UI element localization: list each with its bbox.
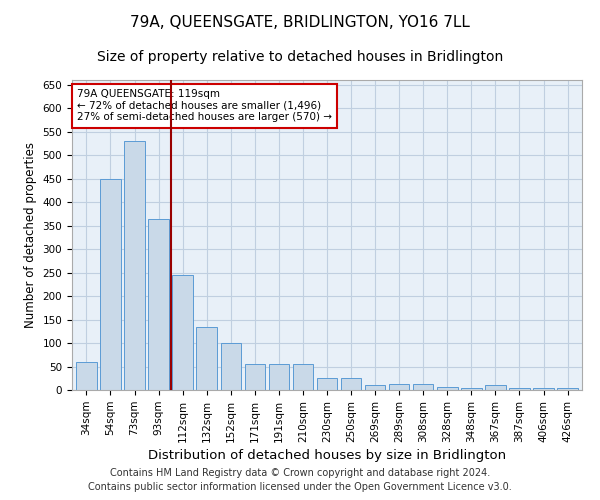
X-axis label: Distribution of detached houses by size in Bridlington: Distribution of detached houses by size …: [148, 449, 506, 462]
Text: 79A, QUEENSGATE, BRIDLINGTON, YO16 7LL: 79A, QUEENSGATE, BRIDLINGTON, YO16 7LL: [130, 15, 470, 30]
Bar: [437, 387, 458, 390]
Text: 79A QUEENSGATE: 119sqm
← 72% of detached houses are smaller (1,496)
27% of semi-: 79A QUEENSGATE: 119sqm ← 72% of detached…: [77, 90, 332, 122]
Bar: [269, 364, 289, 390]
Bar: [365, 386, 385, 390]
Bar: [413, 384, 433, 390]
Text: Contains HM Land Registry data © Crown copyright and database right 2024.
Contai: Contains HM Land Registry data © Crown c…: [88, 468, 512, 492]
Bar: [461, 388, 482, 390]
Bar: [148, 218, 169, 390]
Bar: [100, 178, 121, 390]
Y-axis label: Number of detached properties: Number of detached properties: [24, 142, 37, 328]
Bar: [245, 364, 265, 390]
Bar: [76, 362, 97, 390]
Bar: [533, 388, 554, 390]
Bar: [124, 141, 145, 390]
Text: Size of property relative to detached houses in Bridlington: Size of property relative to detached ho…: [97, 50, 503, 64]
Bar: [293, 364, 313, 390]
Bar: [221, 343, 241, 390]
Bar: [172, 275, 193, 390]
Bar: [485, 386, 506, 390]
Bar: [317, 378, 337, 390]
Bar: [557, 388, 578, 390]
Bar: [196, 326, 217, 390]
Bar: [509, 388, 530, 390]
Bar: [389, 384, 409, 390]
Bar: [341, 378, 361, 390]
